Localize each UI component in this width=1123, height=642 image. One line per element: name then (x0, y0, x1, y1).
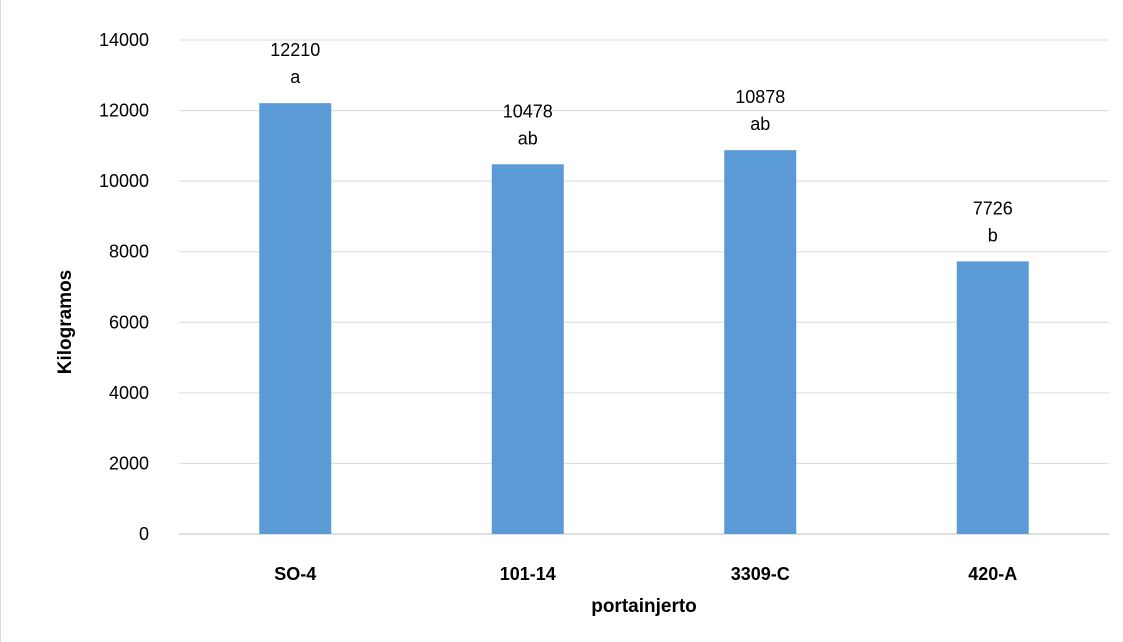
y-tick-label: 0 (139, 524, 149, 544)
x-tick-label: 3309-C (731, 564, 790, 584)
y-tick-label: 8000 (109, 242, 149, 262)
y-tick-label: 14000 (99, 30, 149, 50)
y-axis-title: Kilogramos (55, 270, 76, 375)
data-label-value: 10478 (503, 101, 553, 121)
x-tick-label: 101-14 (500, 564, 556, 584)
data-label-value: 7726 (973, 198, 1013, 218)
bar-420-a (956, 261, 1029, 534)
data-label-group-letter: ab (518, 128, 538, 148)
y-tick-label: 4000 (109, 383, 149, 403)
y-axis-ticks: 0 2000 4000 6000 8000 10000 12000 14000 (99, 30, 149, 544)
y-tick-label: 10000 (99, 171, 149, 191)
data-label-group-letter: a (290, 67, 301, 87)
data-label-group-letter: b (988, 225, 998, 245)
bar-so-4 (259, 103, 332, 534)
y-tick-label: 6000 (109, 312, 149, 332)
data-label-group-letter: ab (750, 114, 770, 134)
x-tick-label: SO-4 (274, 564, 316, 584)
data-label-value: 12210 (270, 40, 320, 60)
y-tick-label: 2000 (109, 453, 149, 473)
x-axis-ticks: SO-4 101-14 3309-C 420-A (274, 564, 1017, 584)
bar-3309-c (724, 150, 797, 535)
x-tick-label: 420-A (968, 564, 1017, 584)
x-axis-title: portainjerto (591, 596, 697, 617)
data-label-value: 10878 (735, 87, 785, 107)
y-tick-label: 12000 (99, 101, 149, 121)
data-labels: 12210 a 10478 ab 10878 ab 7726 b (270, 40, 1013, 245)
bar-101-14 (491, 164, 564, 534)
gridlines (179, 39, 1109, 535)
bars (259, 103, 1029, 535)
